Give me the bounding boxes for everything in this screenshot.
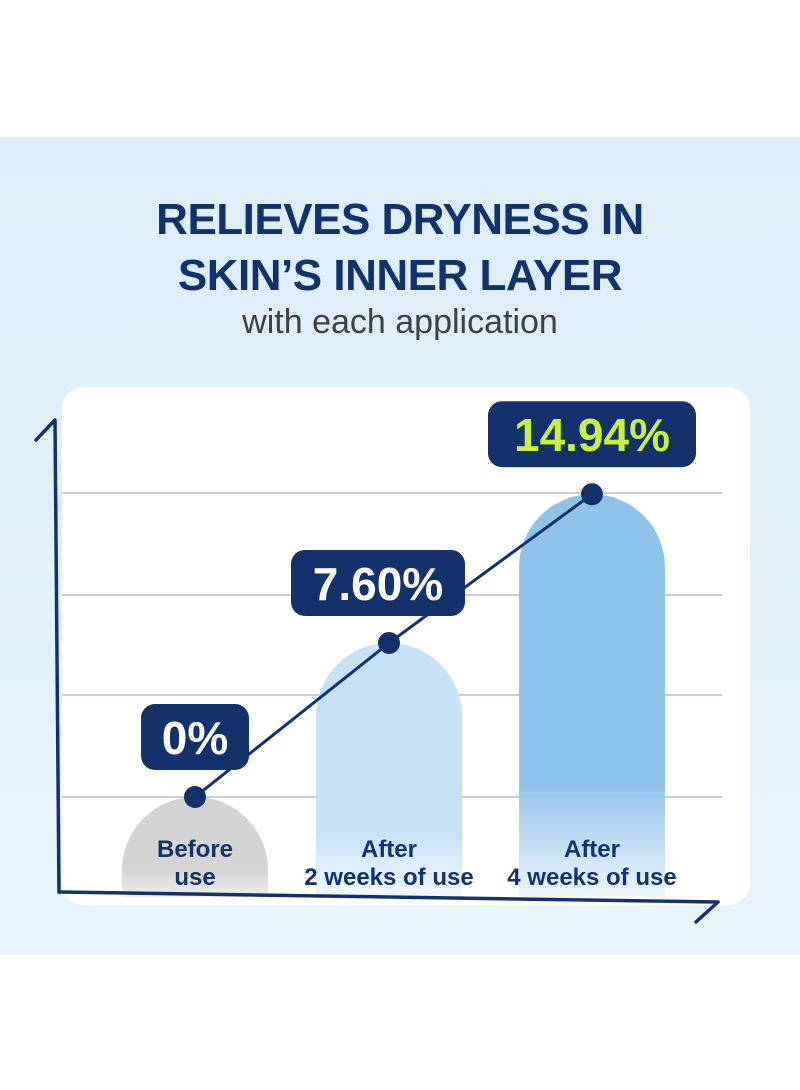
category-label-2-1: 4 weeks of use xyxy=(507,864,676,891)
trend-line xyxy=(184,483,603,808)
data-point-2 xyxy=(581,483,603,506)
data-point-0 xyxy=(184,786,206,808)
category-label-1-1: 2 weeks of use xyxy=(304,864,473,891)
bars xyxy=(122,494,665,897)
value-badge-bg-0 xyxy=(141,704,249,770)
value-badge-2: 14.94% xyxy=(488,401,696,468)
category-label-1-0: After xyxy=(361,836,417,863)
value-label-1: 7.60% xyxy=(313,558,443,610)
title-line-2: SKIN’S INNER LAYER xyxy=(177,251,623,300)
value-badge-bg-1 xyxy=(291,549,465,616)
data-point-1 xyxy=(378,631,400,654)
value-badge-1: 7.60% xyxy=(291,549,465,616)
value-label-2: 14.94% xyxy=(514,409,670,461)
category-label-0-1: use xyxy=(174,864,215,891)
value-labels: 0% 7.60% 14.94% xyxy=(141,401,696,770)
bar-2 xyxy=(519,494,665,897)
category-label-0-0: Before xyxy=(157,836,233,863)
value-badge-0: 0% xyxy=(141,704,249,770)
title-line-1: RELIEVES DRYNESS IN xyxy=(156,195,644,244)
value-badge-bg-2 xyxy=(488,401,696,468)
category-label-2-0: After xyxy=(564,836,620,863)
subtitle: with each application xyxy=(242,303,558,341)
bar-0 xyxy=(122,797,268,897)
bar-1 xyxy=(316,642,462,897)
x-axis-arrow xyxy=(57,890,720,924)
y-axis-arrow xyxy=(34,418,61,894)
value-label-0: 0% xyxy=(162,712,228,764)
